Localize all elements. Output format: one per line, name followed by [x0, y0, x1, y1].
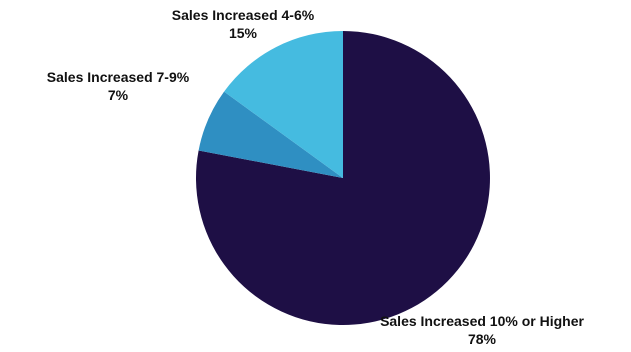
pie-slices [195, 30, 490, 325]
pie-labels: Sales Increased 4-6% 15% Sales Increased… [47, 7, 585, 347]
pie-slice-sales-increased-10-or-higher [195, 31, 490, 325]
label-7-9-name: Sales Increased 7-9% [47, 69, 190, 85]
label-4-6-name: Sales Increased 4-6% [172, 7, 315, 23]
label-10-plus-name: Sales Increased 10% or Higher [380, 313, 584, 329]
label-4-6-value: 15% [229, 25, 258, 41]
pie-slice-sales-increased-4-6 [224, 30, 343, 178]
label-10-plus-value: 78% [468, 331, 497, 347]
label-7-9-value: 7% [108, 87, 129, 103]
pie-slice-sales-increased-7-9 [198, 91, 343, 178]
